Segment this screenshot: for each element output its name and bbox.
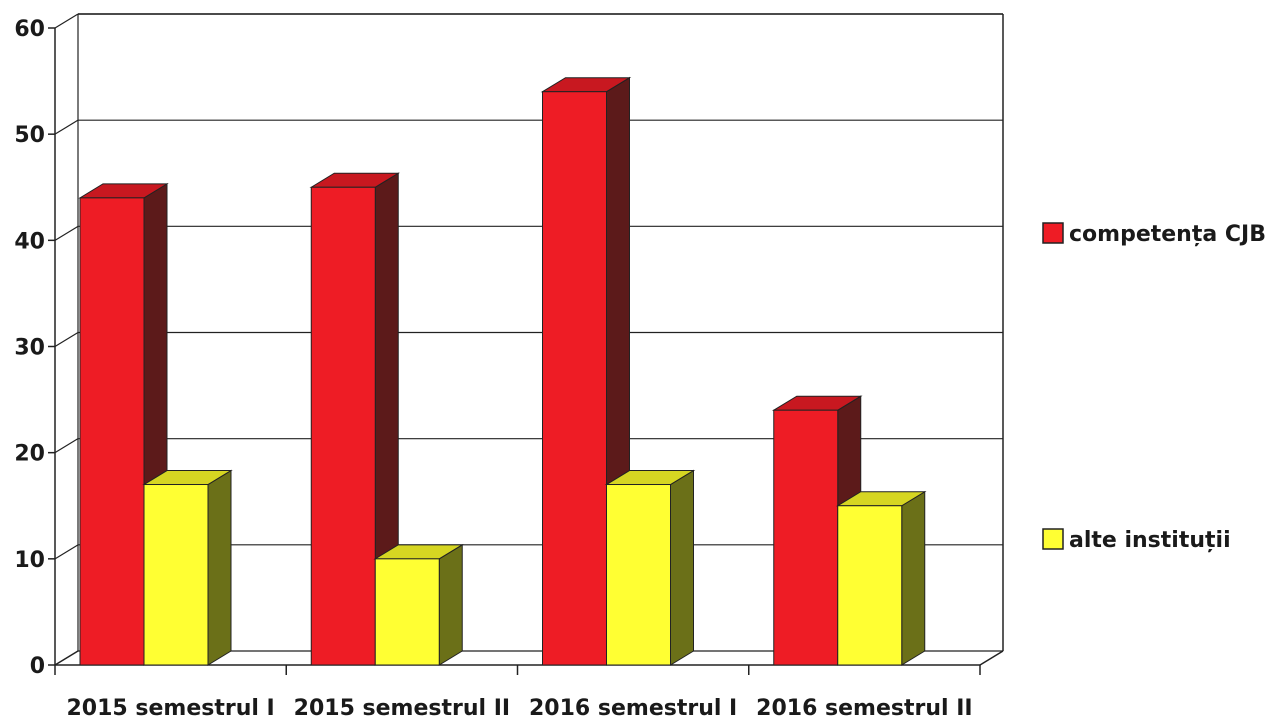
floor-right-edge bbox=[979, 650, 1004, 666]
x-tick-label: 2015 semestrul II bbox=[294, 696, 510, 721]
bar-side bbox=[670, 469, 694, 666]
bar-front bbox=[606, 484, 671, 666]
bar-front bbox=[374, 558, 440, 666]
legend-swatch bbox=[1042, 222, 1064, 244]
y-tick-label: 50 bbox=[14, 123, 45, 148]
bar-front bbox=[143, 484, 209, 666]
legend-item-competenta-cjb: competența CJB bbox=[1042, 222, 1266, 247]
bar-side bbox=[207, 469, 232, 666]
y-tick-label: 30 bbox=[14, 336, 45, 361]
bar-side bbox=[438, 543, 463, 666]
legend-label: competența CJB bbox=[1069, 222, 1266, 247]
bars-layer bbox=[78, 76, 927, 666]
bar-front bbox=[837, 505, 903, 666]
legend-item-alte-institutii: alte instituții bbox=[1042, 528, 1231, 553]
y-tick-label: 10 bbox=[14, 548, 45, 573]
x-tick-label: 2016 semestrul I bbox=[529, 696, 737, 721]
bar-front bbox=[79, 197, 145, 666]
gridline-depth bbox=[54, 225, 79, 241]
bar-competenta-cjb-1 bbox=[78, 182, 169, 666]
y-tick-label: 40 bbox=[14, 229, 45, 254]
bar-alte-institutii-1 bbox=[142, 469, 233, 666]
gridline-depth bbox=[54, 119, 79, 135]
bar-front bbox=[773, 409, 839, 666]
y-tick-label: 60 bbox=[14, 17, 45, 42]
bar-alte-institutii-2 bbox=[373, 543, 465, 666]
bar-front bbox=[542, 91, 607, 666]
legend-swatch bbox=[1042, 528, 1064, 550]
bar-side bbox=[901, 490, 926, 666]
bar-alte-institutii-3 bbox=[604, 469, 696, 666]
legend: competența CJB alte instituții bbox=[1042, 222, 1266, 553]
x-tick-label: 2016 semestrul II bbox=[756, 696, 972, 721]
x-tick-label: 2015 semestrul I bbox=[66, 696, 274, 721]
legend-label: alte instituții bbox=[1069, 528, 1231, 553]
floor-left-edge bbox=[54, 650, 79, 666]
axis-layer: 0 10 20 30 40 50 60 bbox=[14, 17, 1004, 679]
bar-competenta-cjb-2 bbox=[309, 172, 401, 666]
gridline-depth bbox=[54, 13, 79, 29]
x-tick-labels: 2015 semestrul I 2015 semestrul II 2016 se… bbox=[66, 696, 972, 721]
gridline-depth bbox=[54, 331, 79, 348]
gridline-depth bbox=[54, 544, 79, 560]
y-tick-label: 20 bbox=[14, 442, 45, 467]
bar-alte-institutii-4 bbox=[835, 490, 927, 666]
gridline-depth bbox=[54, 438, 79, 454]
bar-front bbox=[310, 186, 376, 666]
y-tick-label: 0 bbox=[30, 654, 45, 679]
